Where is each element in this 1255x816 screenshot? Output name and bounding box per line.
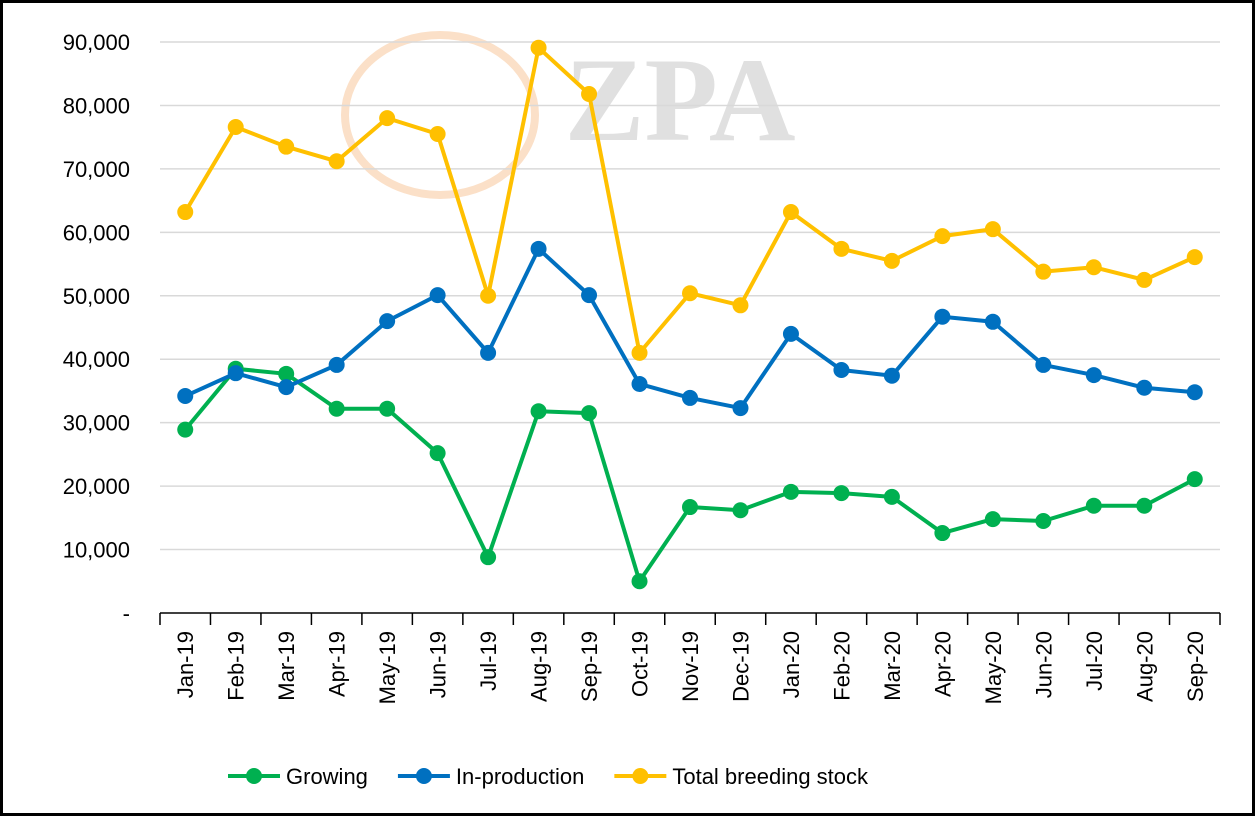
point	[581, 86, 597, 102]
point	[1187, 249, 1203, 265]
point	[833, 241, 849, 257]
point	[480, 549, 496, 565]
point	[531, 403, 547, 419]
x-tick-label: Jan-20	[779, 631, 804, 698]
x-tick-label: Jul-20	[1082, 631, 1107, 691]
point	[278, 379, 294, 395]
x-tick-label: Mar-20	[880, 631, 905, 701]
point	[177, 204, 193, 220]
point	[732, 502, 748, 518]
legend-marker	[416, 768, 432, 784]
point	[177, 388, 193, 404]
point	[430, 126, 446, 142]
point	[783, 204, 799, 220]
point	[884, 368, 900, 384]
point	[581, 405, 597, 421]
point	[833, 362, 849, 378]
x-tick-label: Oct-19	[628, 631, 653, 697]
point	[934, 228, 950, 244]
x-tick-label: Feb-20	[829, 631, 854, 701]
y-tick-label: 60,000	[63, 220, 130, 245]
point	[379, 401, 395, 417]
point	[1136, 380, 1152, 396]
point	[632, 573, 648, 589]
point	[934, 525, 950, 541]
point	[329, 153, 345, 169]
point	[329, 401, 345, 417]
legend-label: Growing	[286, 764, 368, 789]
y-tick-label: 50,000	[63, 284, 130, 309]
point	[581, 287, 597, 303]
x-tick-label: Sep-20	[1183, 631, 1208, 702]
x-tick-label: Aug-20	[1132, 631, 1157, 702]
point	[985, 511, 1001, 527]
point	[228, 365, 244, 381]
point	[430, 287, 446, 303]
legend-marker	[246, 768, 262, 784]
point	[430, 445, 446, 461]
legend-label: In-production	[456, 764, 584, 789]
point	[1136, 272, 1152, 288]
point	[177, 422, 193, 438]
point	[329, 357, 345, 373]
point	[884, 253, 900, 269]
point	[1086, 498, 1102, 514]
chart: ZPA -10,00020,00030,00040,00050,00060,00…	[0, 0, 1255, 816]
point	[1035, 357, 1051, 373]
y-tick-label: 90,000	[63, 30, 130, 55]
y-tick-label: -	[123, 601, 130, 626]
x-tick-label: Apr-20	[930, 631, 955, 697]
point	[833, 485, 849, 501]
point	[732, 400, 748, 416]
point	[1035, 513, 1051, 529]
point	[379, 110, 395, 126]
x-tick-label: Jul-19	[476, 631, 501, 691]
legend-label: Total breeding stock	[672, 764, 869, 789]
point	[682, 390, 698, 406]
point	[379, 313, 395, 329]
point	[1187, 384, 1203, 400]
point	[732, 297, 748, 313]
x-tick-label: Mar-19	[274, 631, 299, 701]
point	[985, 314, 1001, 330]
y-tick-label: 70,000	[63, 157, 130, 182]
x-tick-label: Jun-19	[426, 631, 451, 698]
x-tick-label: Aug-19	[527, 631, 552, 702]
point	[480, 345, 496, 361]
x-tick-label: Sep-19	[577, 631, 602, 702]
y-tick-label: 80,000	[63, 93, 130, 118]
point	[480, 288, 496, 304]
x-tick-label: Dec-19	[728, 631, 753, 702]
point	[783, 484, 799, 500]
x-tick-label: May-19	[375, 631, 400, 704]
point	[632, 376, 648, 392]
y-tick-label: 10,000	[63, 538, 130, 563]
y-tick-label: 30,000	[63, 411, 130, 436]
legend-marker	[632, 768, 648, 784]
point	[1136, 498, 1152, 514]
point	[1035, 264, 1051, 280]
y-tick-label: 20,000	[63, 474, 130, 499]
point	[884, 489, 900, 505]
point	[934, 309, 950, 325]
point	[1086, 367, 1102, 383]
x-tick-label: Jan-19	[173, 631, 198, 698]
x-tick-label: May-20	[981, 631, 1006, 704]
point	[783, 326, 799, 342]
point	[228, 119, 244, 135]
x-tick-label: Apr-19	[325, 631, 350, 697]
x-tick-label: Jun-20	[1031, 631, 1056, 698]
point	[531, 40, 547, 56]
point	[278, 139, 294, 155]
x-tick-label: Feb-19	[224, 631, 249, 701]
x-tick-label: Nov-19	[678, 631, 703, 702]
point	[1086, 259, 1102, 275]
point	[632, 345, 648, 361]
point	[682, 285, 698, 301]
point	[531, 241, 547, 257]
y-tick-label: 40,000	[63, 347, 130, 372]
point	[985, 221, 1001, 237]
point	[682, 499, 698, 515]
point	[1187, 471, 1203, 487]
